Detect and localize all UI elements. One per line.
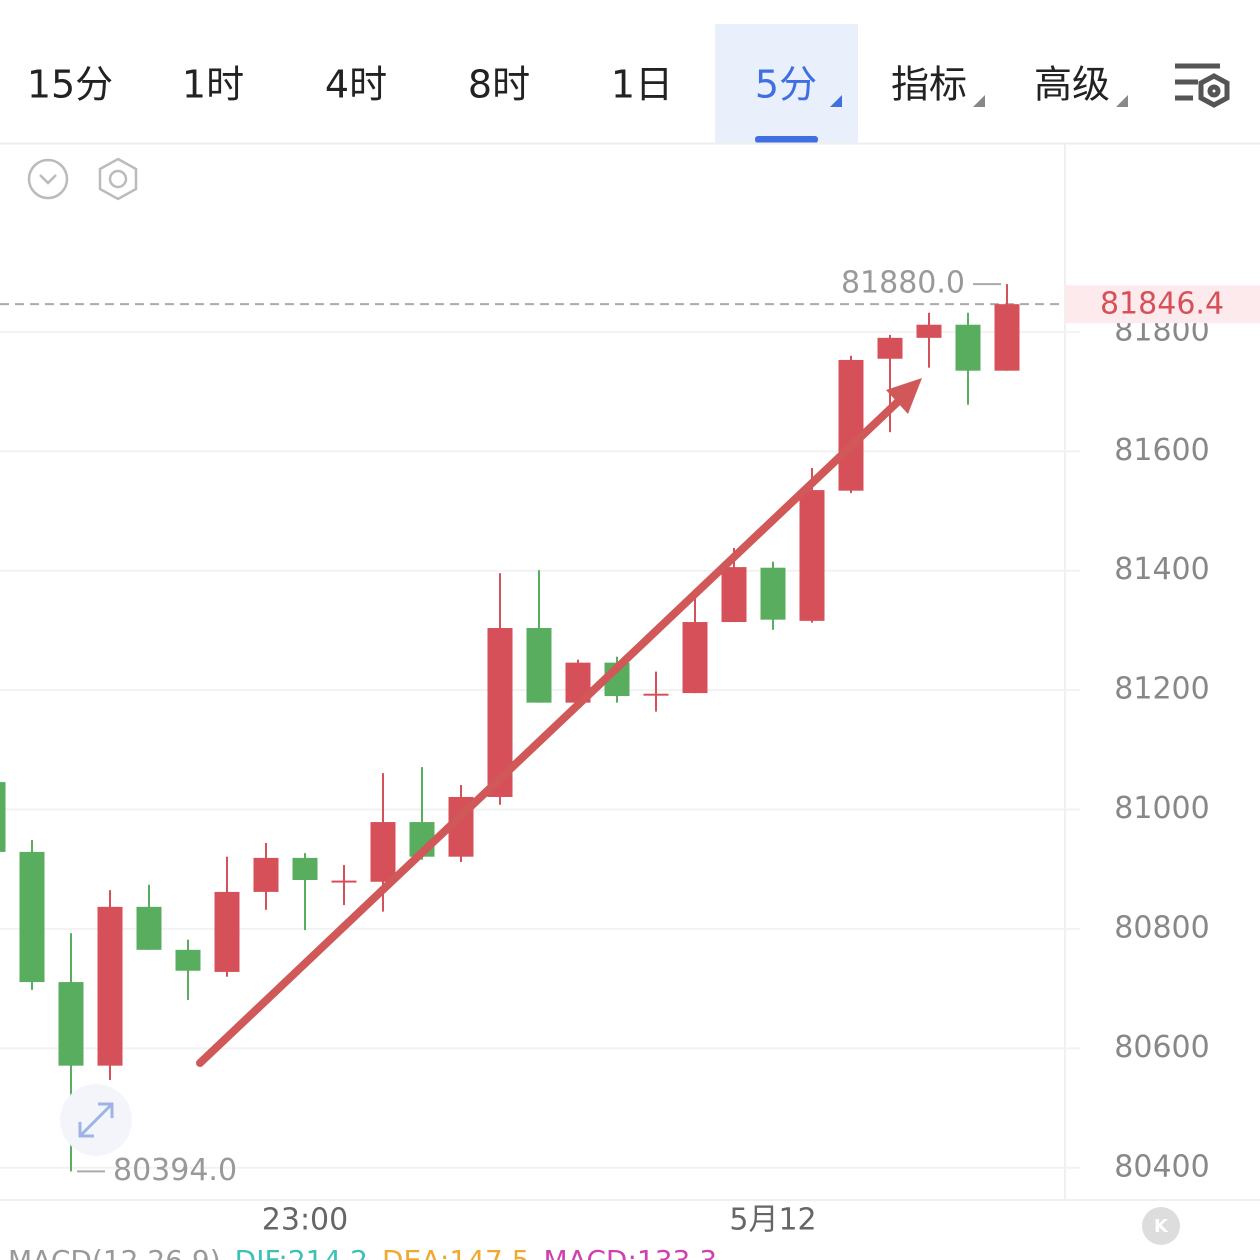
candle-body <box>838 359 864 491</box>
candle-body <box>916 324 942 338</box>
candle-body <box>682 622 708 694</box>
tab[interactable]: 4时 <box>325 63 387 107</box>
candle-body <box>0 782 6 852</box>
y-tick-label: 80400 <box>1114 1149 1209 1184</box>
tab[interactable]: 5分 <box>755 63 817 107</box>
indicator-value: MACD(12,26,9) <box>8 1244 221 1260</box>
dropdown-indicator <box>973 95 985 107</box>
indicator-value: DEA:147.5 <box>382 1244 530 1260</box>
candle-body <box>97 906 123 1066</box>
indicator-value: DIF:214.2 <box>235 1244 368 1260</box>
indicator-settings-icon[interactable] <box>98 157 138 201</box>
candle-body <box>994 304 1020 371</box>
candle-body <box>721 567 747 623</box>
dropdown-indicator <box>1116 95 1128 107</box>
candle-body <box>877 337 903 359</box>
last-price-bg <box>1065 285 1260 324</box>
candle-body <box>214 891 240 972</box>
extreme-label: 80394.0 <box>113 1153 237 1188</box>
tab[interactable]: 15分 <box>27 63 113 107</box>
candle-body <box>760 567 786 620</box>
candle-body <box>19 851 45 983</box>
settings-icon[interactable] <box>1175 63 1230 108</box>
active-tab-underline <box>755 136 818 143</box>
y-tick-label: 81200 <box>1114 672 1209 707</box>
dropdown-indicator <box>830 95 842 107</box>
tab[interactable]: 指标 <box>891 63 967 107</box>
candle-body <box>643 693 669 696</box>
trend-arrow <box>196 378 922 1067</box>
candle-body <box>526 628 552 703</box>
tab[interactable]: 8时 <box>468 63 530 107</box>
candle-body <box>175 949 201 971</box>
plot: 8040080600808008100081200814008160081800… <box>0 266 1260 1238</box>
tab[interactable]: 1时 <box>182 63 244 107</box>
candle-body <box>292 857 318 880</box>
y-tick-label: 81000 <box>1114 791 1209 826</box>
candle-body <box>799 490 825 621</box>
tab-bar: 15分 1时 4时 8时 1日 5分 指标 高级 <box>27 24 1128 144</box>
indicator-value: MACD:133.3 <box>544 1244 718 1260</box>
y-tick-label: 80600 <box>1114 1030 1209 1065</box>
x-tick-label: 5月12 <box>729 1203 816 1238</box>
last-price-label: 81846.4 <box>1100 287 1224 322</box>
tab[interactable]: 1日 <box>611 63 673 107</box>
svg-text:K: K <box>1154 1216 1169 1237</box>
active-tab-bg <box>715 24 858 144</box>
y-tick-label: 80800 <box>1114 910 1209 945</box>
candle-body <box>955 324 981 371</box>
y-tick-label: 81600 <box>1114 433 1209 468</box>
candle-body <box>58 982 84 1066</box>
extreme-label: 81880.0 <box>841 266 965 301</box>
candle-body <box>370 822 396 882</box>
indicator-legend: MACD(12,26,9) DIF:214.2 DEA:147.5 MACD:133.… <box>8 1244 717 1260</box>
y-tick-label: 81400 <box>1114 552 1209 587</box>
candle-body <box>136 906 162 950</box>
tab[interactable]: 高级 <box>1034 63 1110 107</box>
collapse-icon[interactable] <box>27 158 69 200</box>
expand-button[interactable] <box>60 1084 132 1156</box>
candle-body <box>253 857 279 892</box>
k-button[interactable]: K <box>1142 1207 1180 1245</box>
candle-body <box>331 880 357 883</box>
x-tick-label: 23:00 <box>262 1203 348 1238</box>
